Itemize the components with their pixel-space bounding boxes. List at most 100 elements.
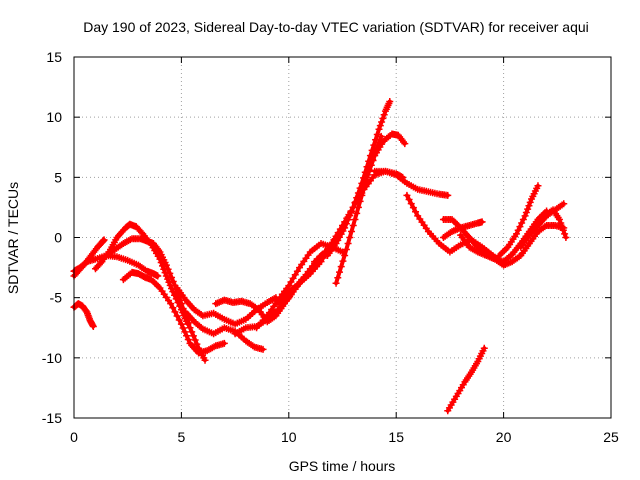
- y-tick-label: 10: [46, 109, 62, 125]
- data-point-marker: [186, 324, 194, 332]
- data-point-marker: [100, 236, 108, 244]
- data-point-marker: [339, 223, 347, 231]
- data-point-marker: [164, 275, 172, 283]
- data-point-marker: [365, 167, 373, 175]
- data-point-marker: [514, 226, 522, 234]
- data-point-marker: [179, 324, 187, 332]
- data-point-marker: [162, 261, 170, 269]
- data-point-marker: [557, 219, 565, 227]
- data-point-marker: [331, 235, 339, 243]
- data-point-marker: [560, 200, 568, 208]
- x-tick-label: 0: [70, 429, 78, 445]
- series-arc-21: [495, 182, 542, 260]
- x-axis-title: GPS time / hours: [289, 458, 396, 474]
- data-point-marker: [349, 221, 357, 229]
- series-arc-19: [457, 221, 568, 269]
- data-point-marker: [354, 203, 362, 211]
- y-tick-label: -5: [50, 290, 63, 306]
- axis-ticks: 0 5 10 15 20 25 -15 -10 -5 0 5 10 15: [42, 49, 619, 445]
- data-point-marker: [184, 336, 192, 344]
- data-point-marker: [375, 125, 383, 133]
- data-point-marker: [407, 200, 415, 208]
- data-point-marker: [341, 252, 349, 260]
- x-tick-label: 25: [603, 429, 619, 445]
- y-axis-title: SDTVAR / TECUs: [5, 182, 21, 294]
- series-arc-3: [70, 300, 97, 331]
- data-point-marker: [559, 226, 567, 234]
- data-point-marker: [287, 278, 295, 286]
- data-point-marker: [360, 185, 368, 193]
- data-point-marker: [526, 198, 534, 206]
- data-point-marker: [518, 219, 526, 227]
- data-point-marker: [259, 345, 267, 353]
- data-point-marker: [378, 118, 386, 126]
- data-point-marker: [179, 304, 187, 312]
- y-tick-label: 15: [46, 49, 62, 65]
- data-point-marker: [337, 263, 345, 271]
- data-point-marker: [403, 191, 411, 199]
- data-point-marker: [189, 332, 197, 340]
- data-point-marker: [193, 340, 201, 348]
- data-point-marker: [293, 267, 301, 275]
- data-point-marker: [371, 150, 379, 158]
- data-point-marker: [377, 132, 385, 140]
- data-point-marker: [412, 208, 420, 216]
- data-point-marker: [347, 208, 355, 216]
- data-point-marker: [401, 140, 409, 148]
- data-point-marker: [220, 339, 228, 347]
- data-point-marker: [369, 156, 377, 164]
- data-point-marker: [291, 271, 299, 279]
- series-arc-6: [119, 268, 228, 357]
- data-point-marker: [522, 208, 530, 216]
- data-points: [70, 98, 570, 415]
- data-point-marker: [89, 323, 97, 331]
- data-point-marker: [169, 304, 177, 312]
- data-point-marker: [358, 191, 366, 199]
- series-arc-16: [371, 167, 452, 199]
- data-point-marker: [171, 308, 179, 316]
- data-point-marker: [516, 223, 524, 231]
- data-point-marker: [376, 122, 384, 130]
- data-point-marker: [339, 257, 347, 265]
- data-point-marker: [353, 209, 361, 217]
- x-tick-label: 15: [388, 429, 404, 445]
- data-point-marker: [183, 332, 191, 340]
- data-point-marker: [521, 212, 529, 220]
- data-point-marker: [188, 328, 196, 336]
- data-point-marker: [332, 279, 340, 287]
- y-tick-label: 5: [54, 169, 62, 185]
- data-point-marker: [177, 320, 185, 328]
- data-point-marker: [154, 272, 162, 280]
- data-point-marker: [519, 215, 527, 223]
- data-point-marker: [97, 259, 105, 267]
- series-arc-8: [182, 308, 267, 353]
- series-arc-20: [439, 218, 486, 241]
- data-point-marker: [169, 278, 177, 286]
- data-point-marker: [326, 242, 334, 250]
- data-point-marker: [361, 179, 369, 187]
- data-point-marker: [335, 268, 343, 276]
- data-point-marker: [561, 230, 569, 238]
- data-point-marker: [344, 240, 352, 248]
- data-point-marker: [558, 223, 566, 231]
- data-point-marker: [329, 238, 337, 246]
- data-point-marker: [525, 202, 533, 210]
- y-tick-label: -15: [42, 410, 62, 426]
- data-point-marker: [351, 215, 359, 223]
- data-point-marker: [373, 144, 381, 152]
- y-tick-label: 0: [54, 230, 62, 246]
- data-point-marker: [317, 258, 325, 266]
- data-point-marker: [555, 215, 563, 223]
- data-point-marker: [379, 114, 387, 122]
- data-point-marker: [380, 111, 388, 119]
- data-point-marker: [201, 356, 209, 364]
- data-point-marker: [478, 218, 486, 226]
- data-point-marker: [166, 269, 174, 277]
- data-point-marker: [285, 282, 293, 290]
- data-point-marker: [175, 316, 183, 324]
- data-point-marker: [366, 161, 374, 169]
- series-arc-2: [70, 252, 162, 280]
- data-point-marker: [344, 213, 352, 221]
- data-point-marker: [137, 228, 145, 236]
